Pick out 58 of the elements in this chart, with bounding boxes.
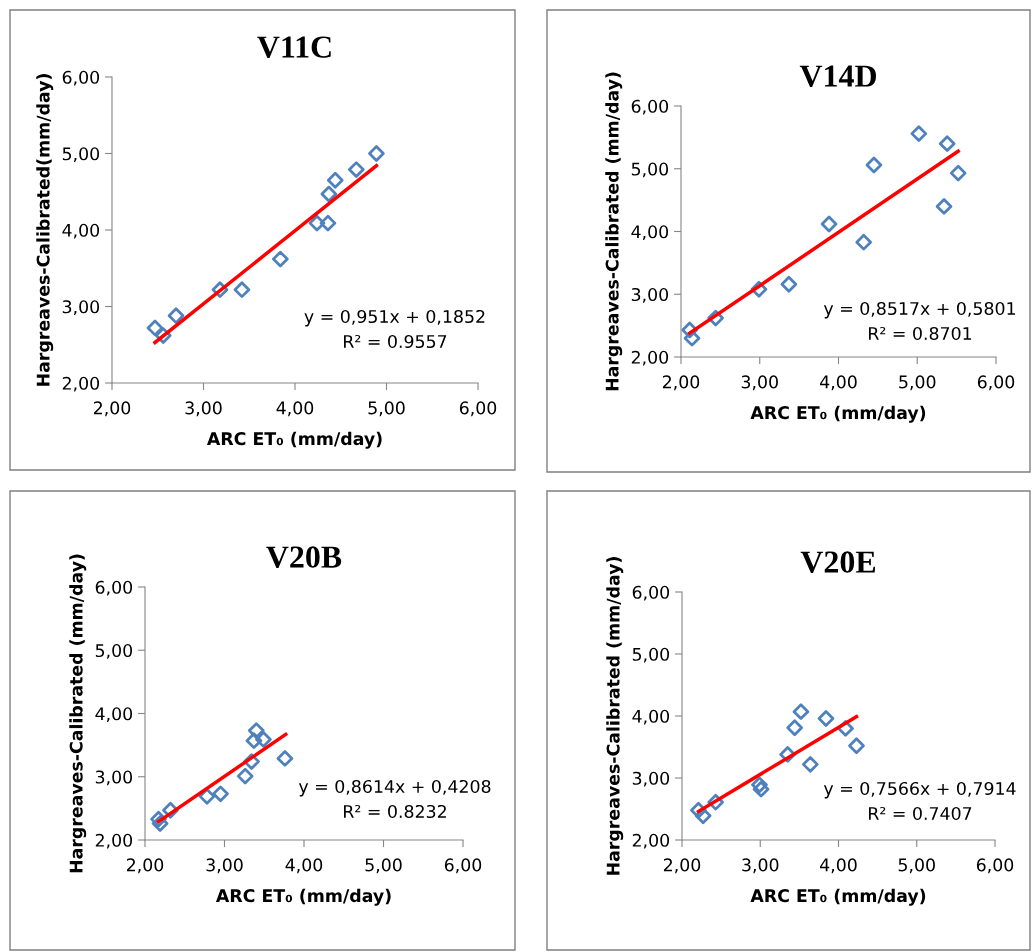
y-tick-label: 2,00 xyxy=(631,350,669,366)
y-tick-label: 3,00 xyxy=(95,770,133,786)
x-tick-label: 6,00 xyxy=(977,375,1015,391)
x-tick-label: 6,00 xyxy=(459,401,497,417)
y-tick-label: 5,00 xyxy=(632,647,670,663)
x-axis-title: ARC ET₀ (mm/day) xyxy=(206,431,382,449)
x-axis-title: ARC ET₀ (mm/day) xyxy=(215,888,391,906)
y-tick-label: 6,00 xyxy=(632,585,670,601)
x-tick-label: 3,00 xyxy=(742,858,779,874)
y-tick-label: 5,00 xyxy=(62,147,100,163)
x-axis-title: ARC ET₀ (mm/day) xyxy=(750,405,926,423)
y-tick-label: 4,00 xyxy=(631,225,669,241)
x-tick-label: 3,00 xyxy=(741,375,778,391)
x-tick-label: 4,00 xyxy=(285,858,323,874)
y-axis-title: Hargreaves-Calibrated(mm/day) xyxy=(36,74,54,386)
y-tick-label: 5,00 xyxy=(95,643,133,659)
y-tick-label: 3,00 xyxy=(62,300,100,316)
x-tick-label: 4,00 xyxy=(820,858,857,874)
y-tick-label: 6,00 xyxy=(95,580,133,596)
annotation: y = 0,7566x + 0,7914 xyxy=(823,781,1016,799)
annotation: R² = 0.7407 xyxy=(869,806,972,821)
y-axis-title: Hargreaves-Calibrated (mm/day) xyxy=(605,72,623,391)
y-tick-label: 4,00 xyxy=(62,223,100,239)
annotation: y = 0,8614x + 0,4208 xyxy=(298,779,491,797)
annotation: y = 0,8517x + 0,5801 xyxy=(823,301,1015,319)
x-tick-label: 2,00 xyxy=(663,858,701,874)
chart-title: V20B xyxy=(266,546,342,569)
x-tick-label: 5,00 xyxy=(368,401,405,417)
chart-title: V14D xyxy=(799,65,876,88)
x-axis-title: ARC ET₀ (mm/day) xyxy=(750,888,926,906)
y-tick-label: 6,00 xyxy=(62,70,100,86)
annotation: R² = 0.8701 xyxy=(869,326,972,341)
x-tick-label: 6,00 xyxy=(444,858,482,874)
y-tick-label: 4,00 xyxy=(95,707,133,723)
x-tick-label: 4,00 xyxy=(820,375,857,391)
annotation: R² = 0.9557 xyxy=(344,334,447,349)
y-axis-title: Hargreaves-Calibrated (mm/day) xyxy=(606,557,624,875)
x-tick-label: 3,00 xyxy=(206,858,243,874)
x-tick-label: 5,00 xyxy=(365,858,402,874)
x-tick-label: 3,00 xyxy=(185,401,222,417)
annotation: R² = 0.8232 xyxy=(344,804,446,819)
x-tick-label: 5,00 xyxy=(898,858,935,874)
x-tick-label: 5,00 xyxy=(899,375,936,391)
y-axis-title: Hargreaves-Calibrated (mm/day) xyxy=(69,554,87,873)
chart-title: V20E xyxy=(800,551,876,574)
y-tick-label: 2,00 xyxy=(95,833,133,849)
chart-title: V11C xyxy=(257,36,331,59)
y-tick-label: 5,00 xyxy=(631,162,669,178)
x-tick-label: 2,00 xyxy=(126,858,164,874)
y-tick-label: 2,00 xyxy=(632,833,670,849)
x-tick-label: 4,00 xyxy=(276,401,314,417)
annotation: y = 0,951x + 0,1852 xyxy=(304,309,485,327)
x-tick-label: 2,00 xyxy=(662,375,700,391)
y-tick-label: 3,00 xyxy=(632,771,670,787)
y-tick-label: 4,00 xyxy=(632,709,670,725)
y-tick-label: 3,00 xyxy=(631,287,669,303)
x-tick-label: 6,00 xyxy=(976,858,1014,874)
y-tick-label: 6,00 xyxy=(631,99,669,115)
